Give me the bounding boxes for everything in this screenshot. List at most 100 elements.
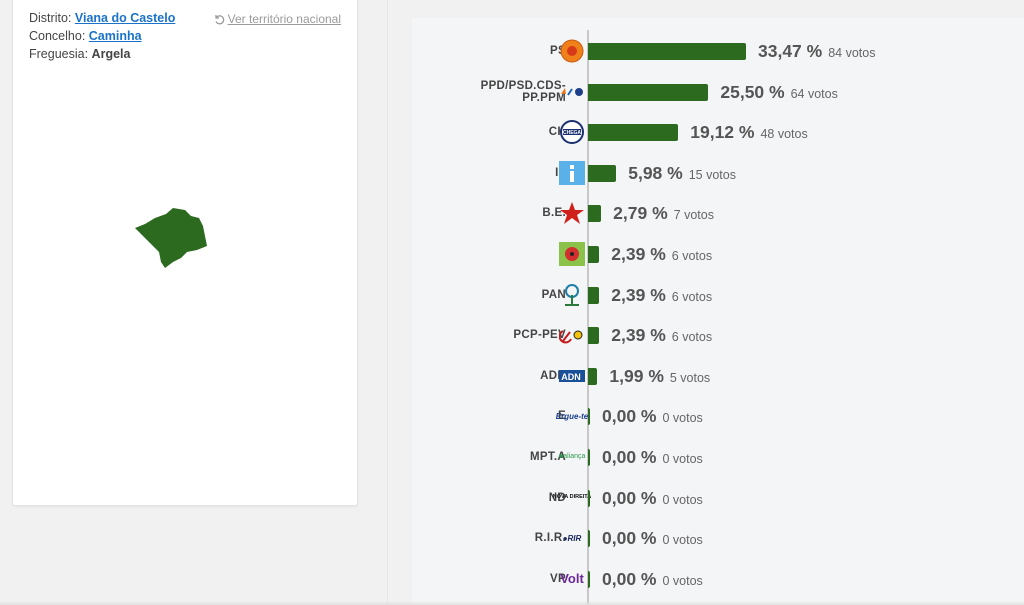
result-bar[interactable] bbox=[588, 449, 590, 466]
percentage-value: 2,39 % bbox=[611, 325, 666, 346]
party-logo-text: ♣aliança bbox=[558, 452, 586, 460]
percentage-value: 33,47 % bbox=[758, 41, 823, 61]
result-bar[interactable] bbox=[588, 246, 600, 263]
concelho-link[interactable]: Caminha bbox=[88, 29, 142, 43]
vote-count: 0 votos bbox=[662, 492, 703, 507]
result-bar[interactable] bbox=[588, 367, 598, 385]
percentage-value: 0,00 % bbox=[602, 406, 657, 427]
vote-count: 5 votos bbox=[669, 370, 711, 385]
percentage-value: 2,39 % bbox=[611, 244, 666, 264]
party-row: PCP-PEV 2,39 % 6 votos bbox=[412, 315, 1024, 355]
percentage-value: 19,12 % bbox=[690, 122, 755, 143]
nova-direita-logo-icon: NOVA DIREITA bbox=[552, 486, 592, 510]
result-percentage: 0,00 % 0 votos bbox=[602, 478, 703, 518]
result-bar[interactable] bbox=[588, 489, 590, 507]
result-percentage: 2,39 % 6 votos bbox=[611, 234, 712, 274]
party-row: IL5,98 %15 votos bbox=[412, 153, 1024, 193]
party-label: PAN bbox=[541, 288, 566, 301]
freguesia-map[interactable] bbox=[133, 206, 223, 276]
result-bar[interactable] bbox=[588, 124, 679, 142]
vote-count: 7 votos bbox=[673, 208, 714, 223]
result-percentage: 0,00 % 0 votos bbox=[602, 396, 703, 436]
percentage-value: 25,50 % bbox=[720, 81, 785, 102]
percentage-value: 1,99 % bbox=[609, 365, 664, 386]
distrito-line: Distrito: Viana do Castelo bbox=[29, 11, 176, 25]
result-bar[interactable] bbox=[588, 43, 746, 60]
panel-divider bbox=[387, 0, 388, 605]
result-bar[interactable] bbox=[588, 83, 709, 101]
party-row: ADN ADN 1,99 % 5 votos bbox=[412, 356, 1024, 396]
result-percentage: 33,47 % 84 votos bbox=[758, 31, 875, 71]
vote-count: 84 votos bbox=[828, 46, 876, 60]
result-bar[interactable] bbox=[588, 327, 600, 345]
result-percentage: 5,98 % 15 votos bbox=[628, 153, 736, 193]
party-label-line: PPD/PSD.CDS- bbox=[480, 79, 566, 92]
result-percentage: 0,00 % 0 votos bbox=[602, 559, 703, 599]
result-percentage: 19,12 % 48 votos bbox=[690, 112, 807, 152]
result-percentage: 25,50 % 64 votos bbox=[720, 72, 837, 112]
party-row: PPD/PSD.CDS- PP.PPM 25,50 % 64 votos bbox=[412, 72, 1024, 112]
percentage-value: 2,79 % bbox=[613, 203, 668, 224]
party-label: E bbox=[558, 410, 566, 423]
party-logo-text: Ergue-te bbox=[555, 411, 589, 421]
party-row: R.I.R. ●RIR 0,00 % 0 votos bbox=[412, 518, 1024, 558]
vote-count: 0 votos bbox=[662, 573, 703, 588]
vote-count: 64 votos bbox=[790, 86, 838, 101]
volt-logo-icon: Volt bbox=[559, 567, 585, 591]
undo-icon bbox=[214, 15, 224, 25]
result-bar[interactable] bbox=[588, 530, 590, 548]
result-bar[interactable] bbox=[588, 164, 617, 182]
vote-count: 0 votos bbox=[662, 411, 703, 426]
rir-logo-icon: ●RIR bbox=[559, 526, 585, 550]
result-bar[interactable] bbox=[588, 286, 600, 304]
vote-count: 15 votos bbox=[688, 167, 736, 182]
party-label: PCP-PEV bbox=[513, 329, 566, 342]
vote-count: 0 votos bbox=[662, 452, 703, 466]
party-row: PS 33,47 % 84 votos bbox=[412, 31, 1024, 71]
party-logo-text: Volt bbox=[560, 570, 584, 586]
page-bottom-edge bbox=[0, 601, 1024, 605]
chart-axis bbox=[587, 30, 589, 605]
party-logo-text: NOVA DIREITA bbox=[552, 494, 592, 501]
svg-text:ADN: ADN bbox=[561, 372, 581, 382]
result-percentage: 0,00 % 0 votos bbox=[602, 437, 703, 477]
ergue-te-logo-icon: Ergue-te bbox=[555, 404, 589, 428]
ad-coalition-logo-icon bbox=[559, 80, 585, 104]
result-percentage: 2,39 % 6 votos bbox=[611, 315, 712, 355]
freguesia-line: Freguesia: Argela bbox=[29, 47, 131, 61]
vote-count: 0 votos bbox=[662, 533, 703, 548]
party-row: ND NOVA DIREITA 0,00 % 0 votos bbox=[412, 478, 1024, 518]
party-row: B.E. 2,79 % 7 votos bbox=[412, 193, 1024, 233]
party-label-line: PP.PPM bbox=[522, 91, 566, 104]
vote-count: 6 votos bbox=[671, 249, 713, 263]
vote-count: 6 votos bbox=[671, 330, 713, 345]
party-row: E Ergue-te 0,00 % 0 votos bbox=[412, 396, 1024, 436]
concelho-line: Concelho: Caminha bbox=[29, 29, 142, 43]
il-logo-icon bbox=[559, 160, 585, 185]
chega-logo-icon: CHEGA bbox=[559, 120, 585, 145]
livre-poppy-logo-icon bbox=[559, 242, 585, 266]
party-row: VP Volt 0,00 % 0 votos bbox=[412, 559, 1024, 599]
percentage-value: 0,00 % bbox=[602, 487, 657, 508]
result-percentage: 0,00 % 0 votos bbox=[602, 518, 703, 558]
percentage-value: 2,39 % bbox=[611, 284, 666, 305]
result-percentage: 2,39 % 6 votos bbox=[611, 275, 712, 315]
cdu-hammer-sickle-logo-icon bbox=[558, 323, 585, 347]
freguesia-name: Argela bbox=[91, 47, 131, 61]
result-percentage: 1,99 % 5 votos bbox=[609, 356, 710, 396]
result-bar[interactable] bbox=[588, 205, 602, 223]
result-bar[interactable] bbox=[588, 570, 590, 588]
party-label: B.E. bbox=[542, 207, 566, 220]
adn-logo-icon: ADN bbox=[559, 364, 585, 388]
party-label: PPD/PSD.CDS- PP.PPM bbox=[481, 72, 566, 112]
party-row: MPT.A ♣aliança 0,00 % 0 votos bbox=[412, 437, 1024, 477]
party-logo-text: ●RIR bbox=[562, 533, 582, 543]
national-territory-link[interactable]: Ver território nacional bbox=[213, 12, 341, 26]
party-label: VP bbox=[550, 572, 566, 585]
distrito-link[interactable]: Viana do Castelo bbox=[74, 11, 176, 25]
result-bar[interactable] bbox=[588, 408, 590, 426]
party-label: R.I.R. bbox=[534, 532, 566, 545]
be-star-logo-icon bbox=[559, 201, 585, 225]
result-percentage: 2,79 % 7 votos bbox=[613, 193, 714, 233]
percentage-value: 0,00 % bbox=[602, 568, 657, 589]
